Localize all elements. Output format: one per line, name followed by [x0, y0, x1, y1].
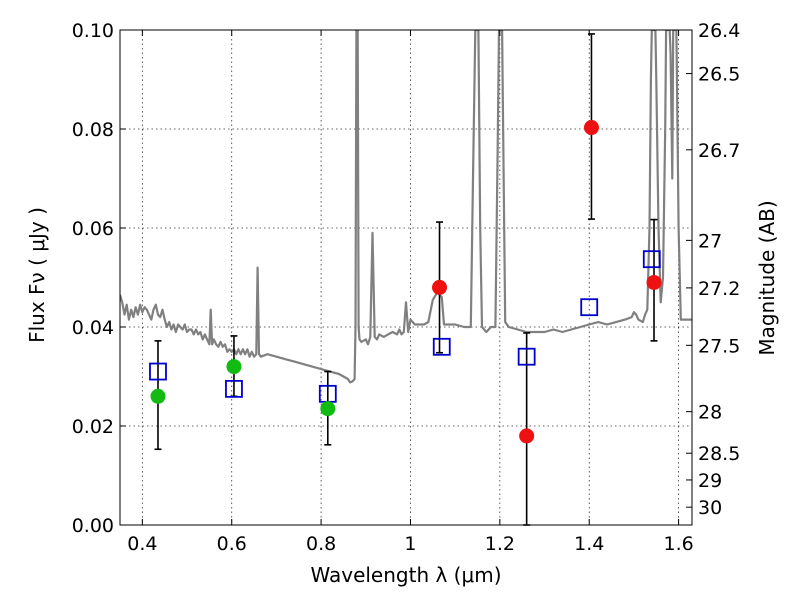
right-axis-label: Magnitude (AB)	[755, 200, 779, 355]
spectrum-series	[120, 30, 692, 384]
measured-flux-point	[320, 401, 336, 417]
right-tick-label: 26.5	[698, 64, 740, 86]
measured-flux-point	[583, 120, 599, 136]
y-tick-label: 0.08	[72, 119, 114, 141]
right-tick-label: 27.2	[698, 278, 740, 300]
right-tick-label: 28.5	[698, 443, 740, 465]
model-photometry-point	[580, 298, 599, 317]
right-tick-label: 30	[698, 497, 722, 519]
measured-flux-point	[226, 359, 242, 375]
axis-ticks: 0.4 0.6 0.8 1 1.2 1.4 1.6 0.00 0.02 0.04 0.06 0.08 0…	[72, 20, 741, 555]
y-tick-label: 0.06	[72, 218, 114, 240]
model-photometry-point	[432, 337, 451, 356]
x-axis-label: Wavelength λ (μm)	[310, 563, 501, 587]
right-tick-label: 26.4	[698, 20, 740, 42]
x-tick-label: 0.8	[306, 533, 336, 555]
grid	[120, 29, 692, 526]
x-tick-label: 0.4	[127, 533, 157, 555]
y-axis-label: Flux Fν ( μJy )	[25, 207, 49, 343]
right-tick-label: 29	[698, 470, 722, 492]
measured-flux-point	[646, 274, 662, 290]
x-tick-label: 1.6	[663, 533, 693, 555]
plot-frame	[119, 29, 693, 526]
spectrum-line	[120, 30, 692, 384]
y-tick-label: 0.04	[72, 317, 114, 339]
model-photometry-point	[517, 347, 536, 366]
x-tick-label: 1.4	[574, 533, 604, 555]
model-photometry-point	[225, 379, 243, 398]
error-bars	[154, 33, 658, 526]
x-tick-label: 1.2	[485, 533, 515, 555]
model-photometry-point	[642, 250, 661, 269]
right-tick-label: 27.5	[698, 335, 740, 357]
model-photometry-point	[149, 362, 167, 381]
right-tick-label: 27	[698, 230, 722, 252]
right-tick-label: 26.7	[698, 140, 740, 162]
measured-flux-point	[432, 279, 448, 295]
y-tick-label: 0.00	[72, 515, 114, 537]
right-tick-label: 28	[698, 402, 722, 424]
measured-flux-series	[150, 120, 662, 444]
y-tick-label: 0.10	[72, 20, 114, 42]
x-tick-label: 0.6	[217, 533, 247, 555]
model-photometry-series	[149, 250, 661, 403]
x-tick-label: 1	[404, 533, 416, 555]
measured-flux-point	[150, 388, 166, 404]
y-tick-label: 0.02	[72, 416, 114, 438]
measured-flux-point	[519, 428, 535, 444]
